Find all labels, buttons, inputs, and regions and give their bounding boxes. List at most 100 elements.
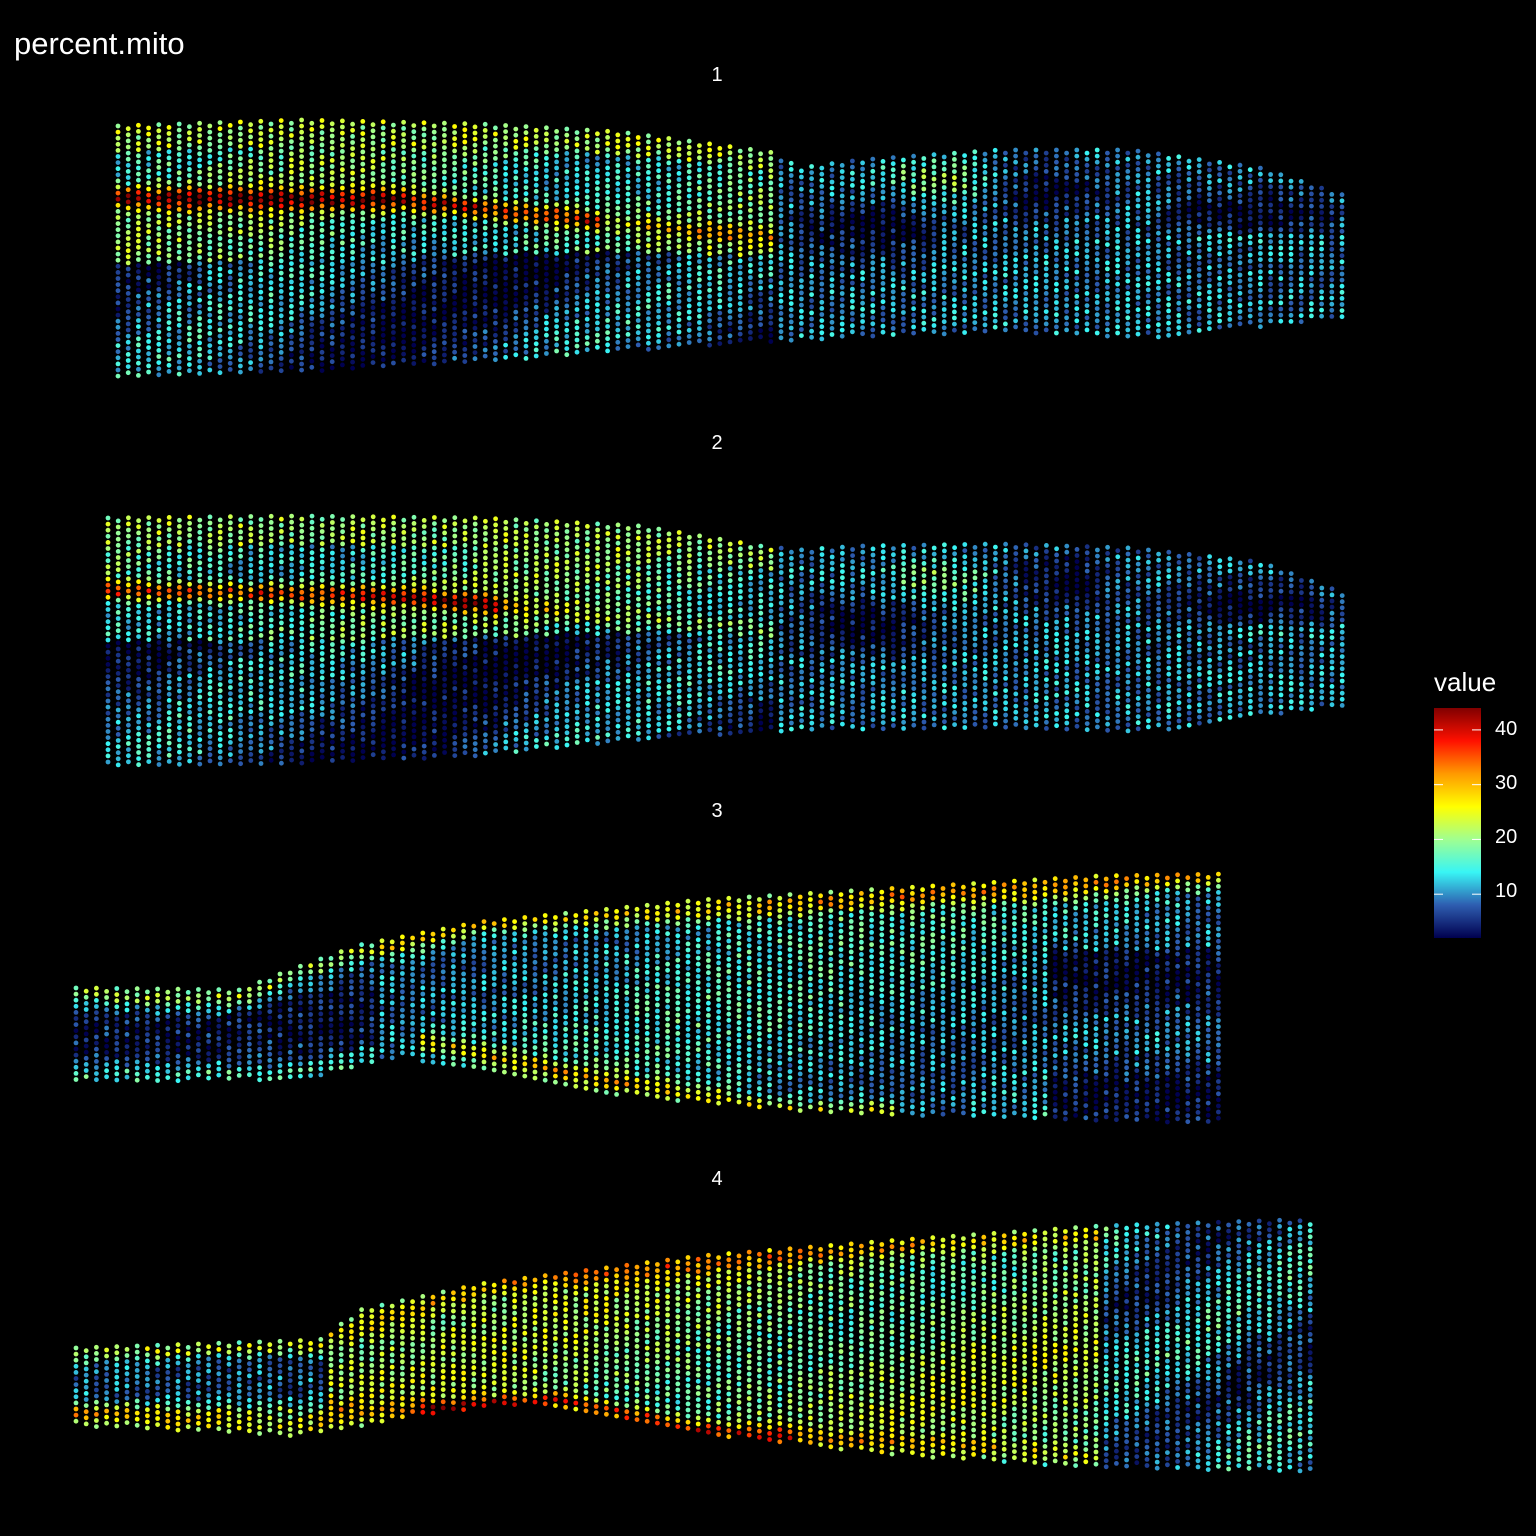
spot bbox=[1064, 315, 1069, 321]
spot bbox=[248, 623, 254, 629]
spot bbox=[707, 172, 712, 177]
spot bbox=[431, 276, 437, 281]
spot bbox=[268, 574, 274, 580]
spot bbox=[105, 625, 111, 631]
spot bbox=[493, 210, 498, 216]
spot bbox=[493, 223, 498, 228]
spot bbox=[1064, 309, 1069, 314]
spot bbox=[1105, 254, 1110, 260]
spot bbox=[1237, 193, 1243, 199]
spot bbox=[1115, 269, 1120, 275]
spot bbox=[268, 310, 274, 316]
spot bbox=[136, 299, 141, 305]
spot bbox=[656, 156, 661, 161]
spot bbox=[544, 320, 549, 326]
spot bbox=[686, 303, 692, 309]
spot bbox=[166, 326, 172, 332]
spot bbox=[340, 161, 345, 167]
spot bbox=[911, 330, 916, 336]
spot bbox=[1064, 223, 1069, 229]
spot bbox=[227, 367, 233, 372]
spot bbox=[207, 618, 213, 623]
spot bbox=[197, 340, 203, 346]
spot bbox=[1278, 239, 1284, 245]
spot bbox=[176, 322, 182, 328]
spot bbox=[1013, 220, 1018, 226]
spot bbox=[595, 265, 600, 271]
spot bbox=[309, 352, 315, 358]
spot bbox=[329, 219, 335, 224]
spot bbox=[737, 325, 743, 331]
spot bbox=[125, 716, 131, 722]
spot bbox=[880, 256, 886, 262]
spot bbox=[1207, 259, 1212, 264]
spot bbox=[431, 184, 437, 190]
spot bbox=[1105, 272, 1110, 278]
spot bbox=[584, 341, 590, 346]
spot bbox=[1196, 260, 1202, 266]
spot bbox=[248, 335, 254, 341]
spot bbox=[1064, 327, 1069, 333]
spot bbox=[278, 179, 284, 185]
spot bbox=[350, 225, 355, 231]
spot bbox=[217, 523, 223, 529]
spot bbox=[268, 635, 274, 641]
spot bbox=[340, 344, 345, 349]
spot bbox=[289, 364, 294, 370]
spot bbox=[972, 301, 978, 307]
spot bbox=[605, 257, 610, 262]
spot bbox=[227, 251, 233, 256]
spot bbox=[1074, 196, 1080, 202]
spot bbox=[1339, 216, 1345, 222]
spot bbox=[625, 264, 631, 270]
spot bbox=[931, 158, 937, 164]
spot bbox=[156, 670, 162, 676]
spot bbox=[931, 225, 937, 231]
spot bbox=[1054, 263, 1059, 269]
spot bbox=[380, 357, 386, 363]
spot bbox=[217, 358, 223, 363]
spot bbox=[177, 609, 182, 615]
spot bbox=[207, 673, 213, 678]
spot bbox=[238, 590, 244, 596]
spot bbox=[228, 550, 233, 556]
spot bbox=[187, 557, 193, 563]
spot bbox=[187, 533, 193, 538]
spot bbox=[187, 514, 193, 520]
spot bbox=[523, 307, 529, 312]
spot bbox=[472, 277, 478, 282]
spot bbox=[1043, 254, 1049, 260]
spot bbox=[136, 360, 141, 366]
spot bbox=[411, 196, 417, 202]
spot bbox=[1329, 216, 1335, 222]
spot bbox=[442, 212, 447, 218]
spot bbox=[1033, 300, 1039, 305]
spot bbox=[370, 293, 376, 298]
spot bbox=[207, 581, 213, 587]
spot bbox=[1207, 186, 1212, 191]
spot bbox=[1247, 289, 1253, 295]
spot bbox=[1054, 300, 1059, 305]
spot bbox=[319, 136, 325, 142]
spot bbox=[1064, 236, 1069, 241]
spot bbox=[768, 247, 774, 253]
spot bbox=[289, 733, 294, 739]
spot bbox=[1135, 234, 1141, 239]
spot bbox=[819, 275, 825, 281]
spot bbox=[187, 600, 193, 605]
spot bbox=[228, 624, 233, 629]
spot bbox=[523, 191, 529, 197]
spot bbox=[533, 317, 539, 322]
spot bbox=[228, 618, 233, 623]
spot bbox=[125, 655, 131, 661]
spot bbox=[666, 325, 672, 330]
spot bbox=[278, 167, 284, 172]
spot bbox=[513, 260, 519, 266]
spot bbox=[605, 318, 610, 323]
spot bbox=[309, 169, 315, 175]
spot bbox=[268, 703, 274, 708]
spot bbox=[1298, 313, 1304, 318]
spot bbox=[1298, 301, 1304, 306]
spot bbox=[105, 637, 111, 643]
spot bbox=[574, 130, 580, 136]
